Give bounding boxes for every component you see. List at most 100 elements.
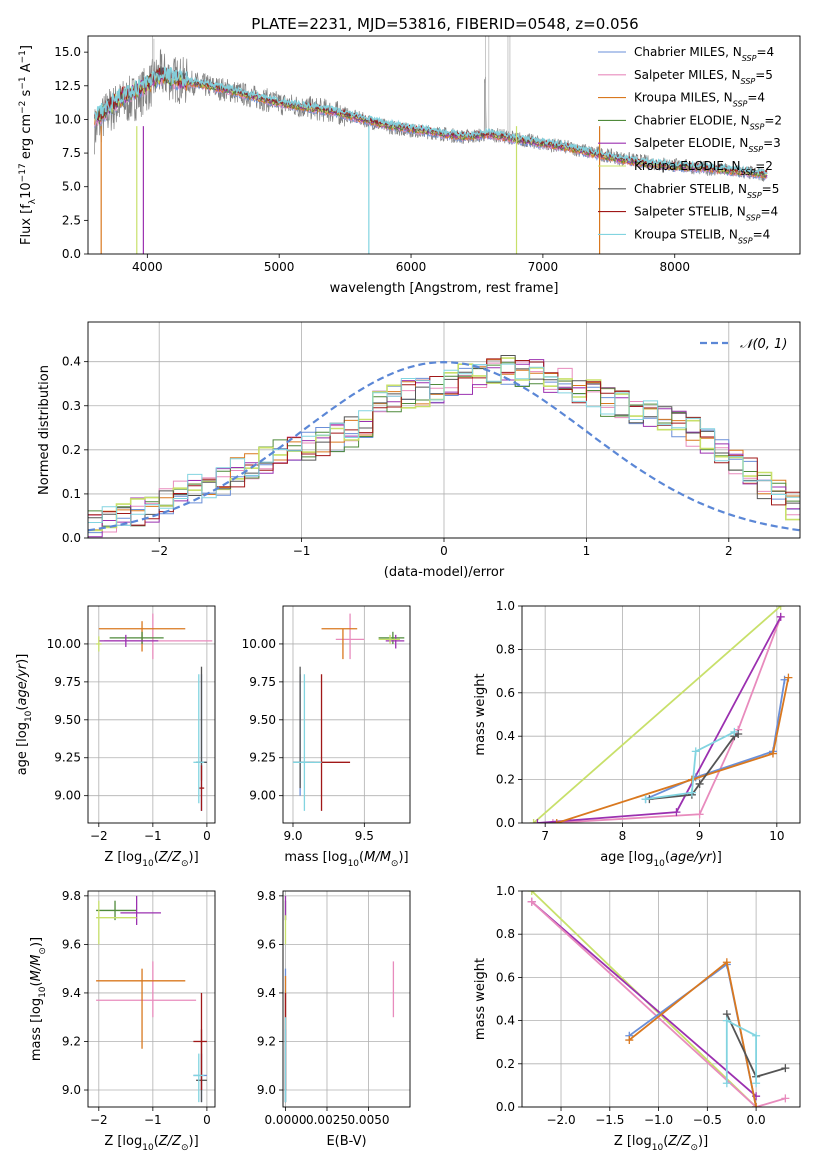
model-spectrum-line	[94, 66, 768, 176]
y-axis-label: age [log10(age/yr)]	[15, 654, 34, 776]
legend-label-base: Chabrier STELIB, N	[634, 182, 747, 196]
x-axis-label-part: ⊙	[391, 859, 399, 869]
x-tick-label: 6000	[396, 260, 427, 274]
x-tick-label: −0.5	[693, 1113, 722, 1127]
spectrum-plot-area	[94, 36, 768, 254]
x-tick-label: 7	[541, 829, 549, 843]
x-axis-label-part: ⊙	[181, 859, 189, 869]
x-axis-label-part: Z [log	[104, 850, 142, 865]
normal-distribution-curve	[88, 360, 800, 532]
x-tick-label: 0.0025	[306, 1113, 348, 1127]
x-axis-label-part: 10	[653, 859, 665, 869]
legend-label-sub: SSP	[741, 168, 756, 177]
y-axis-label-part: −1	[18, 50, 28, 63]
legend-label: Kroupa ELODIE, NSSP=2	[634, 159, 773, 177]
weight-point-marker	[527, 897, 536, 906]
weight-point-marker	[752, 1079, 761, 1088]
legend-label-sub: SSP	[748, 145, 763, 154]
y-tick-label: 9.50	[249, 713, 276, 727]
weight-point-marker	[687, 775, 696, 784]
y-tick-label: 9.8	[62, 889, 81, 903]
age-vs-mass-panel: 9.0 9.5 9.00 9.25 9.50 9.75 10.00 mass [log10(M…	[242, 605, 411, 869]
weight-point-marker	[752, 1031, 761, 1040]
y-tick-label: 9.00	[54, 789, 81, 803]
y-tick-label: 0.1	[62, 487, 81, 501]
axes-frame	[521, 890, 801, 1108]
y-tick-label: 2.5	[62, 213, 81, 227]
x-axis-label-part: 10	[652, 1143, 664, 1153]
legend-label: Chabrier STELIB, NSSP=5	[634, 182, 779, 200]
legend-label-base: Kroupa MILES, N	[634, 91, 733, 105]
y-tick-label: 1.0	[496, 599, 515, 613]
weight-point-marker	[641, 795, 650, 804]
legend-label-sub: SSP	[733, 99, 748, 108]
legend-label-tail: =4	[753, 227, 771, 241]
y-axis-label: Flux [fλ10−17 erg cm−2 s−1 A−1]	[18, 45, 38, 245]
x-tick-label: 10	[769, 829, 784, 843]
x-axis-label-part: )]	[189, 850, 199, 865]
legend-label: Kroupa MILES, NSSP=4	[634, 91, 765, 109]
errorbar-point	[120, 895, 161, 925]
mass_vs_ebv-plot-area	[284, 895, 395, 1103]
grid-lines	[283, 606, 410, 823]
weight-point-marker	[687, 788, 696, 797]
axes-frame	[87, 605, 216, 824]
y-tick-label: 9.8	[257, 889, 276, 903]
axes-frame	[282, 605, 411, 824]
x-tick-label: 2	[725, 544, 733, 558]
weight_vs_Z-plot-area	[527, 891, 790, 1107]
y-tick-label: 9.4	[257, 986, 276, 1000]
legend-label-base: Chabrier ELODIE, N	[634, 113, 750, 127]
y-axis-label-part: M/M	[29, 955, 44, 982]
weight-series	[625, 958, 761, 1107]
errorbar-point	[321, 628, 358, 660]
y-axis-label-part: Normed distribution	[37, 365, 52, 495]
y-axis-label-part: 10	[19, 182, 34, 199]
errorbar-point	[96, 968, 186, 1049]
weight-point-marker	[776, 606, 785, 610]
weight-series	[533, 612, 785, 823]
y-tick-label: 9.25	[54, 751, 81, 765]
weight-point-marker	[722, 1079, 731, 1088]
y-tick-label: 0.4	[62, 355, 81, 369]
x-axis-label: age [log10(age/yr)]	[600, 850, 722, 869]
weight-series	[552, 673, 793, 823]
x-tick-label: 7000	[528, 260, 559, 274]
y-tick-label: 9.0	[257, 1083, 276, 1097]
x-tick-label: −1.0	[644, 1113, 673, 1127]
y-tick-label: 0.4	[496, 1014, 515, 1028]
axes-frame	[87, 35, 801, 255]
x-axis-label-part: age [log	[600, 850, 653, 865]
errorbar-point	[98, 634, 159, 647]
x-axis-label-part: (	[359, 850, 364, 865]
legend-label-base: Salpeter ELODIE, N	[634, 136, 748, 150]
weight-series-line	[645, 679, 786, 800]
x-axis-label-part: )]	[398, 850, 408, 865]
weight-series-line	[531, 901, 786, 1107]
x-axis-label-part: 10	[142, 1143, 154, 1153]
y-tick-label: 9.00	[249, 789, 276, 803]
weight-point-marker	[695, 779, 704, 788]
weight-point-marker	[625, 1036, 634, 1045]
x-axis-label: Z [log10(Z/Z⊙)]	[104, 850, 198, 869]
y-axis-label-part: age [log	[15, 722, 30, 775]
x-axis-label-part: age/yr	[670, 850, 713, 865]
weight_vs_age-plot-area	[529, 606, 793, 823]
weight-point-marker	[781, 1094, 790, 1103]
legend-label-tail: =4	[756, 45, 774, 59]
errorbar-point	[378, 634, 401, 644]
axes-frame	[282, 890, 411, 1108]
x-axis-label-part: mass [log	[284, 850, 347, 865]
legend-label: Chabrier ELODIE, NSSP=2	[634, 113, 782, 130]
residuals-plot-area	[88, 355, 800, 538]
errorbar-point	[96, 961, 197, 1018]
y-axis-label-part: mass weight	[473, 958, 488, 1040]
x-axis-label-part: wavelength [Angstrom, rest frame]	[330, 281, 559, 296]
weight-point-marker	[672, 808, 681, 817]
x-tick-label: −1	[144, 1113, 162, 1127]
legend-label-sub: SSP	[746, 213, 761, 222]
legend-label-sub: SSP	[747, 190, 762, 199]
